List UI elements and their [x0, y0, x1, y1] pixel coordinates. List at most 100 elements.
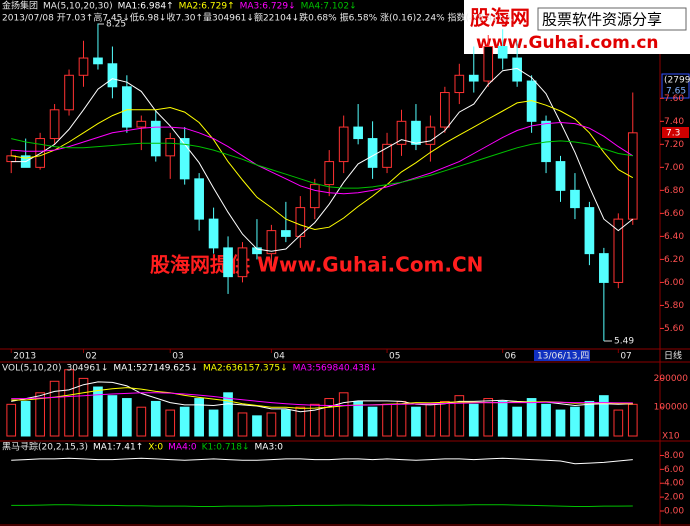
volume-bar [35, 392, 45, 437]
last-close-box [662, 127, 689, 138]
candle-body [309, 184, 320, 209]
y-tick-label: 6.00 [664, 278, 684, 288]
y-tick-label: 6.80 [664, 186, 684, 196]
candle-body [150, 120, 161, 157]
volume-bar [613, 409, 624, 437]
panel-header: MA1:6.984↑ [118, 2, 174, 12]
volume-bar [107, 395, 118, 437]
y-tick-label: 0.00 [664, 507, 684, 517]
candle-body [281, 230, 291, 237]
center-watermark: 股海网提供 Www.Guhai.Com.CN [150, 253, 483, 277]
y-tick-label: 7.60 [664, 94, 684, 104]
candle-body [584, 207, 595, 255]
volume-bar [526, 398, 537, 437]
panel-header: MA(5,10,20,30) [43, 2, 113, 12]
series-line [11, 67, 634, 252]
panel-header: VOL(5,10,20) [2, 364, 61, 374]
panel-header: MA2:636157.375↓ [203, 364, 288, 374]
volume-bar [295, 406, 306, 437]
candle-body [107, 63, 118, 88]
candle-body [555, 161, 566, 191]
panel-header: MA1:7.41↑ [93, 443, 143, 453]
series-line [11, 138, 633, 189]
candle-body [338, 126, 349, 163]
volume-bar [237, 412, 248, 437]
x-tick-label: 07 [620, 352, 631, 362]
candle-body [324, 161, 335, 186]
volume-bar [122, 398, 132, 437]
volume-bar [353, 400, 363, 437]
candle-body [468, 74, 479, 82]
y-tick-label: 5.60 [664, 324, 684, 334]
volume-bar [179, 406, 190, 437]
panel-header: MA3:6.729↓ [240, 2, 296, 12]
candle-body [483, 46, 494, 82]
volume-bar [440, 400, 450, 437]
volume-bar [64, 369, 74, 437]
volume-bar [497, 400, 508, 437]
volume-bar [367, 406, 378, 437]
candle-body [599, 253, 609, 283]
y-tick-label: 7.40 [664, 117, 684, 127]
x-tick-label: 2013 [13, 352, 36, 362]
candle-body [570, 189, 580, 209]
candle-body [136, 120, 147, 128]
volume-bar [541, 403, 551, 437]
volume-bar [396, 400, 407, 437]
volume-bar [309, 403, 320, 437]
volume-bar [252, 415, 262, 437]
series-line [11, 457, 633, 465]
candle-body [440, 92, 450, 128]
cursor-box [534, 350, 590, 361]
candle-body [353, 126, 363, 140]
y-tick-label: 6.00 [664, 465, 684, 475]
y-tick-label: 6.60 [664, 209, 684, 219]
x-tick-label: 06 [505, 352, 517, 362]
candle-body [78, 57, 89, 76]
y-tick-label: 5.80 [664, 301, 684, 311]
x-tick-label: 03 [172, 352, 183, 362]
watermark: 股海网 股票软件资源分享 www.Guhai.com.cn [464, 0, 690, 54]
volume-bar [584, 400, 595, 437]
volume-bar [136, 406, 147, 437]
candle-body [122, 86, 132, 128]
candle-body [49, 109, 60, 140]
candle-body [165, 138, 176, 157]
volume-bar [411, 406, 421, 437]
volume-bar [599, 395, 609, 437]
candle-body [497, 46, 508, 59]
candle-body [252, 247, 262, 255]
candle-body [367, 138, 378, 168]
candle-body [64, 74, 74, 111]
panel-header: MA3:569840.438↓ [293, 364, 378, 374]
candle-body [454, 74, 465, 94]
y-tick-label: 200000 [654, 374, 689, 384]
volume-bar [425, 403, 436, 437]
volume-bar [324, 398, 335, 437]
candle-body [425, 126, 436, 145]
volume-bar [512, 406, 522, 437]
candle-body [396, 120, 407, 145]
last-high-label: 7.65 [666, 87, 686, 97]
series-line [11, 392, 633, 406]
candle-body [237, 247, 248, 278]
y-tick-label: 7.00 [664, 163, 684, 173]
candle-body [93, 57, 103, 65]
volume-bar [20, 400, 31, 437]
volume-bar [555, 409, 566, 437]
panel-header: MA3:0 [255, 443, 284, 453]
candle-body [223, 247, 233, 278]
volume-bar [78, 377, 89, 437]
candle-body [208, 218, 219, 249]
low-label: 5.49 [614, 337, 634, 347]
y-tick-label: 7.20 [664, 140, 684, 150]
watermark-url: www.Guhai.com.cn [476, 33, 659, 53]
y-tick-label: 4.00 [664, 479, 684, 489]
panel-header: 304961↓ [66, 364, 108, 374]
volume-bar [570, 406, 580, 437]
y-tick-label: 6.20 [664, 255, 684, 265]
code-box [661, 73, 690, 99]
volume-bar [6, 403, 17, 437]
info-line: 2013/07/08 开7.03↑高7.45↓低6.98↓收7.30↑量3049… [2, 12, 513, 24]
